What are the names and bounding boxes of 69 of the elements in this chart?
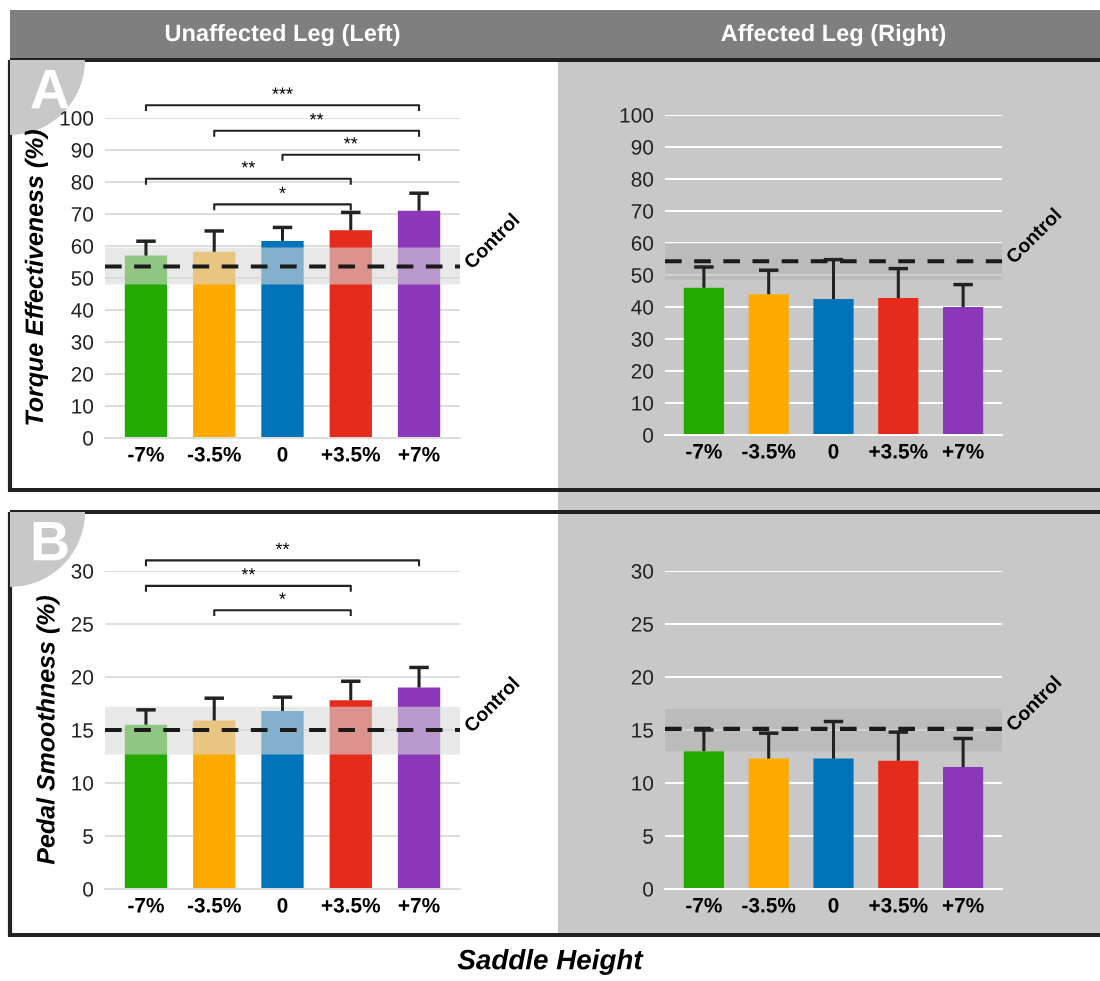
x-tick-label: -3.5% — [187, 446, 241, 462]
y-axis-title: Torque Effectiveness (%) — [24, 130, 49, 425]
y-tick-label: 30 — [631, 332, 654, 347]
y-tick-label: 10 — [72, 776, 94, 791]
x-tick-label: 0 — [277, 446, 288, 462]
y-tick-label: 90 — [71, 143, 94, 158]
y-tick-label: 40 — [71, 303, 94, 318]
x-tick-label: -3.5% — [742, 897, 796, 913]
y-tick-label: 60 — [631, 236, 654, 251]
y-tick-label: 0 — [643, 428, 654, 443]
y-tick-label: 50 — [71, 271, 94, 286]
y-tick-label: 10 — [632, 396, 654, 411]
text: *** — [272, 87, 293, 94]
y-tick-label: 0 — [643, 882, 654, 897]
x-tick-label: +7% — [942, 443, 984, 459]
x-tick-label: -7% — [128, 897, 164, 913]
x-tick-label: +3.5% — [321, 446, 381, 462]
x-tick-label: +3.5% — [321, 897, 381, 913]
y-tick-label: 20 — [631, 364, 654, 379]
y-tick-label: 20 — [71, 670, 94, 685]
x-tick-label: +3.5% — [869, 897, 928, 913]
y-tick-label: 100 — [60, 111, 94, 126]
y-tick-label: 25 — [631, 617, 654, 632]
x-tick-label: +3.5% — [869, 443, 928, 459]
x-tick-label: 0 — [828, 443, 839, 459]
y-tick-label: 0 — [83, 882, 94, 897]
y-tick-label: 60 — [71, 239, 94, 254]
y-axis-title: Pedal Smoothness (%) — [36, 595, 60, 865]
annotation: ** — [309, 113, 324, 120]
y-tick-label: 25 — [71, 617, 94, 632]
y-tick-label: 90 — [631, 140, 654, 155]
annotation: ** — [344, 137, 358, 144]
y-tick-label: 30 — [631, 564, 654, 579]
x-tick-label: +7% — [942, 897, 984, 913]
x-tick-label: +7% — [398, 897, 440, 913]
y-tick-label: 20 — [71, 367, 94, 382]
y-tick-label: 70 — [631, 204, 654, 219]
y-tick-label: 40 — [631, 300, 654, 315]
y-tick-label: 30 — [71, 564, 94, 579]
y-tick-label: 0 — [83, 431, 94, 446]
y-tick-label: 30 — [71, 335, 94, 350]
x-tick-label: -7% — [128, 446, 164, 462]
y-tick-label: 20 — [631, 670, 654, 685]
chart-title: Unaffected Leg (Left) — [165, 23, 400, 47]
text: ** — [275, 542, 290, 550]
x-tick-label: -3.5% — [742, 443, 796, 459]
y-tick-label: 15 — [72, 723, 94, 738]
annotation: ** — [241, 161, 256, 168]
annotation: * — [279, 592, 286, 599]
annotation: * — [279, 186, 286, 194]
x-tick-label: -7% — [686, 443, 722, 459]
annotation: ** — [241, 568, 256, 575]
y-tick-label: 80 — [71, 175, 94, 190]
y-tick-label: 10 — [632, 776, 654, 791]
y-tick-label: 80 — [631, 172, 654, 187]
x-tick-label: -3.5% — [187, 897, 241, 913]
y-tick-label: 15 — [632, 723, 654, 738]
x-tick-label: -7% — [686, 897, 722, 913]
x-tick-label: +7% — [398, 446, 440, 462]
x-axis-title: Saddle Height — [457, 949, 644, 975]
y-tick-label: 10 — [72, 399, 94, 414]
x-tick-label: 0 — [277, 897, 288, 913]
y-tick-label: 5 — [643, 829, 654, 844]
y-tick-label: 50 — [631, 268, 654, 283]
chart-title: Affected Leg (Right) — [721, 23, 946, 47]
y-tick-label: 100 — [620, 108, 654, 123]
y-tick-label: 70 — [71, 207, 94, 222]
y-tick-label: 5 — [83, 829, 94, 844]
x-tick-label: 0 — [828, 897, 839, 913]
